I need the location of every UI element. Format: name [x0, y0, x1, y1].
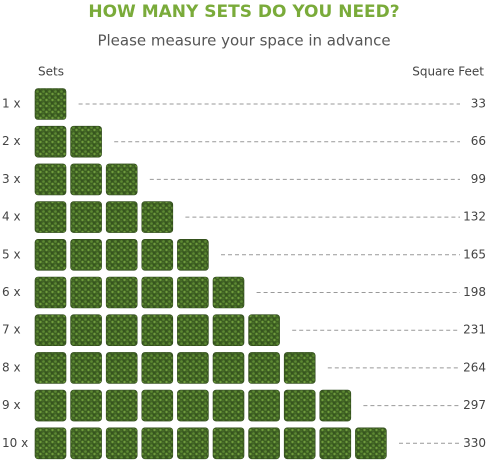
grass-tile — [283, 352, 316, 384]
grass-tile — [141, 276, 174, 309]
grass-tile — [70, 314, 102, 347]
grass-tile — [70, 352, 102, 384]
sets-header: Sets — [38, 65, 64, 79]
grass-tile — [70, 427, 102, 460]
grass-tile — [34, 239, 67, 271]
grass-tile — [105, 352, 138, 384]
grass-tile — [177, 389, 209, 422]
grass-tile — [319, 389, 352, 422]
grass-tile — [34, 389, 67, 422]
rows: 1 x 33 2 x 66 3 x 99 4 x 132 5 x 165 6 x 198 7 x 231 8… — [2, 88, 486, 460]
grass-tile — [141, 389, 174, 422]
square-feet: 264 — [463, 360, 486, 374]
row-label: 1 x — [2, 97, 21, 111]
row-label: 9 x — [2, 398, 21, 412]
grass-tile — [248, 352, 280, 384]
grass-tile — [34, 427, 67, 460]
grass-tile — [34, 163, 67, 196]
grass-tile — [319, 427, 352, 460]
grass-tile — [248, 427, 280, 460]
grass-tile — [70, 276, 102, 309]
grass-tile — [283, 427, 316, 460]
row-label: 10 x — [2, 436, 28, 450]
grass-tile — [212, 314, 245, 347]
grass-tile — [141, 239, 174, 271]
grass-tile — [70, 389, 102, 422]
grass-tile — [141, 352, 174, 384]
grass-tile — [70, 201, 102, 233]
area-header: Square Feet — [412, 65, 484, 79]
square-feet: 132 — [463, 210, 486, 224]
grass-tile — [34, 314, 67, 347]
row-label: 2 x — [2, 134, 21, 148]
row-label: 8 x — [2, 360, 21, 374]
grass-tile — [105, 427, 138, 460]
square-feet: 297 — [463, 398, 486, 412]
grass-tile — [141, 314, 174, 347]
grass-tile — [212, 276, 245, 309]
square-feet: 330 — [463, 436, 486, 450]
grass-tile — [70, 125, 102, 158]
grass-tile — [248, 314, 280, 347]
grass-tile — [141, 427, 174, 460]
grass-tile — [177, 314, 209, 347]
row-label: 6 x — [2, 285, 21, 299]
grass-tile — [34, 201, 67, 233]
grass-tile — [283, 389, 316, 422]
grass-tile — [70, 239, 102, 271]
subtitle: Please measure your space in advance — [97, 32, 390, 50]
grass-tile — [177, 352, 209, 384]
row-label: 4 x — [2, 210, 21, 224]
grass-tile — [141, 201, 174, 233]
grass-tile — [34, 125, 67, 158]
grass-tile — [355, 427, 387, 460]
grass-tile — [177, 427, 209, 460]
grass-tile — [105, 314, 138, 347]
grass-tile — [34, 88, 67, 120]
grass-tile — [212, 352, 245, 384]
grass-tile — [34, 276, 67, 309]
grass-tile — [70, 163, 102, 196]
grass-tile — [177, 239, 209, 271]
grass-tile — [177, 276, 209, 309]
grass-tile — [105, 163, 138, 196]
row-label: 5 x — [2, 247, 21, 261]
square-feet: 99 — [471, 172, 486, 186]
square-feet: 66 — [471, 134, 486, 148]
grass-tile — [212, 389, 245, 422]
square-feet: 165 — [463, 247, 486, 261]
grass-tile — [34, 352, 67, 384]
title: HOW MANY SETS DO YOU NEED? — [88, 2, 399, 22]
grass-tile — [105, 276, 138, 309]
square-feet: 231 — [463, 323, 486, 337]
grass-tile — [105, 239, 138, 271]
grass-tile — [212, 427, 245, 460]
row-label: 7 x — [2, 323, 21, 337]
grass-tile — [248, 389, 280, 422]
grass-tile — [105, 389, 138, 422]
square-feet: 33 — [471, 97, 486, 111]
square-feet: 198 — [463, 285, 486, 299]
row-label: 3 x — [2, 172, 21, 186]
grass-tile — [105, 201, 138, 233]
